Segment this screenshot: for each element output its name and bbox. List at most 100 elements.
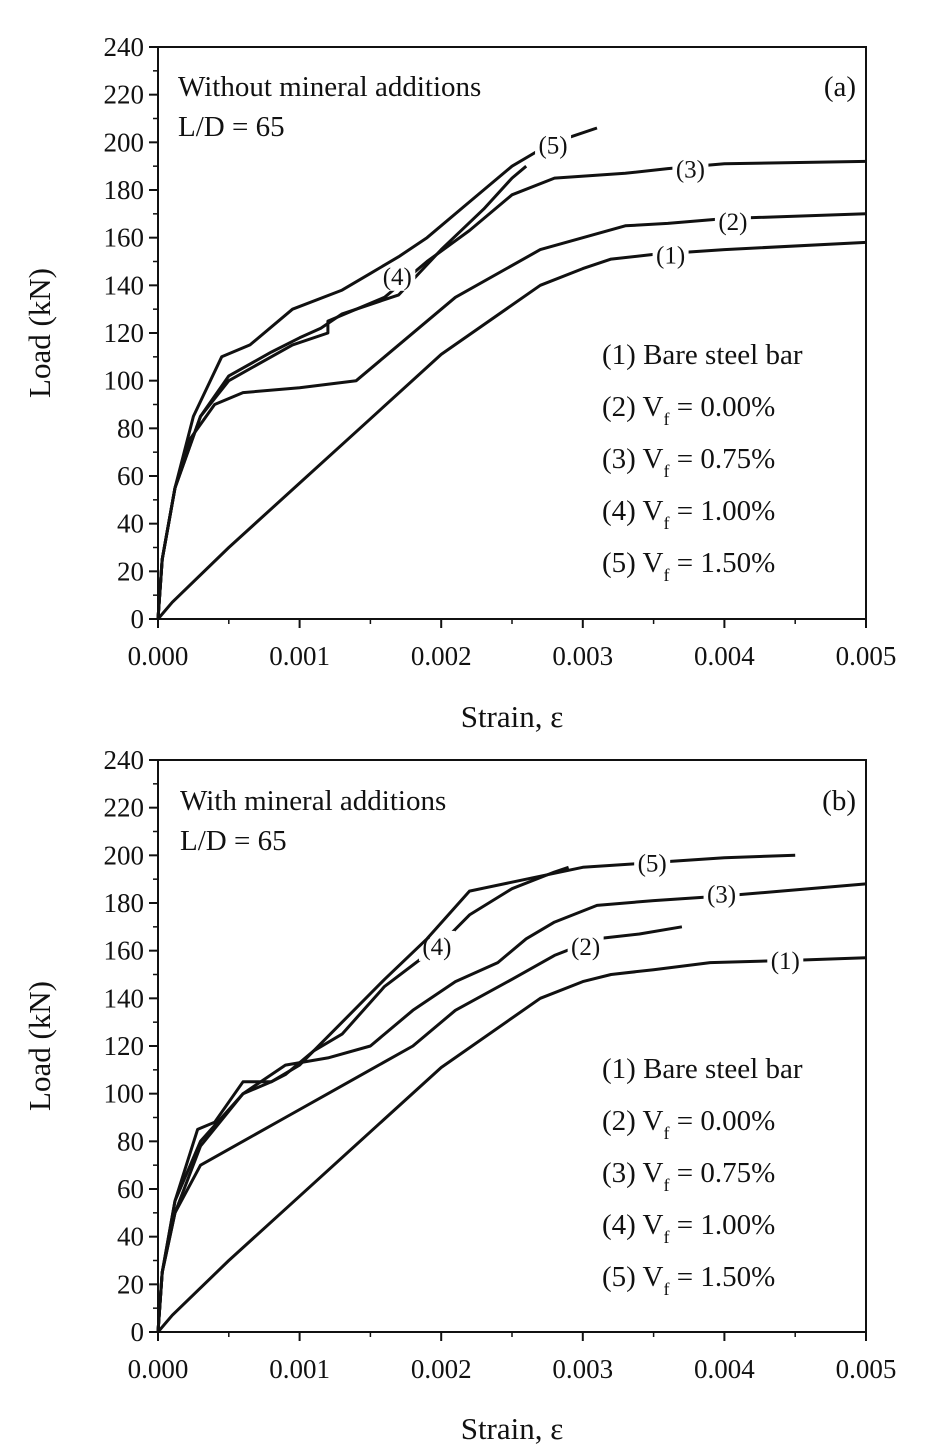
legend-entry-subscript: f: [663, 1279, 669, 1299]
series-tag-backdrop: [714, 205, 751, 236]
series-tag-5: (5): [538, 133, 567, 160]
legend-entry-value: = 0.75%: [669, 443, 775, 475]
y-tick-label: 0: [131, 1317, 145, 1347]
y-tick-label: 100: [104, 1079, 145, 1109]
y-tick-label: 140: [104, 270, 145, 300]
x-tick-label: 0.002: [411, 641, 472, 671]
y-tick-label: 60: [117, 461, 144, 491]
series-line-5: [156, 126, 598, 620]
legend-entry-1: (1) Bare steel bar: [602, 339, 803, 371]
x-tick-label: 0.000: [128, 641, 189, 671]
series-line-4: [156, 865, 570, 1333]
chart-panel-b: 0 20 40 60 80 100 120 140 160 180 200 220 240 0.000 0.…: [22, 745, 896, 1446]
y-tick-label: 120: [104, 318, 145, 348]
panel-annotation: Without mineral additions: [178, 71, 481, 103]
y-tick-label: 220: [104, 80, 145, 110]
series-tag-backdrop: [535, 129, 572, 160]
legend-entry-5: (5) Vf = 1.50%: [602, 547, 775, 585]
legend-entry-value: = 1.50%: [669, 547, 775, 579]
y-tick-label: 240: [104, 32, 145, 62]
legend-entry-value: = 1.00%: [669, 1209, 775, 1241]
x-tick-label: 0.004: [694, 1354, 755, 1384]
legend-entry-subscript: f: [663, 409, 669, 429]
panel-annotation: With mineral additions: [180, 785, 446, 817]
legend-entry-subscript: f: [663, 1175, 669, 1195]
legend-entry-label: (2) V: [602, 391, 664, 423]
series-tag-backdrop: [767, 945, 804, 976]
x-tick-label: 0.004: [694, 641, 755, 671]
legend-entry-value: = 0.00%: [669, 1105, 775, 1137]
x-tick-label: 0.005: [836, 1354, 897, 1384]
y-tick-label: 80: [117, 1126, 144, 1156]
legend-entry-3: (3) Vf = 0.75%: [602, 443, 775, 481]
legend-entry-label: (1) Bare steel bar: [602, 339, 803, 371]
legend-entry-subscript: f: [663, 565, 669, 585]
legend-entry-value: = 0.75%: [669, 1157, 775, 1189]
panel-label: (b): [822, 785, 856, 817]
legend-entry-label: (4) V: [602, 1209, 664, 1241]
x-tick-label: 0.005: [836, 641, 897, 671]
x-tick-label: 0.001: [269, 1354, 330, 1384]
x-tick-label: 0.003: [552, 1354, 613, 1384]
x-tick-label: 0.003: [552, 641, 613, 671]
y-tick-label: 180: [104, 888, 145, 918]
legend-entry-subscript: f: [663, 461, 669, 481]
y-tick-label: 140: [104, 983, 145, 1013]
chart-panel-a: 0 20 40 60 80 100 120 140 160 180 200 220 240 0.000 0.…: [22, 32, 896, 734]
legend-entry-value: = 1.00%: [669, 495, 775, 527]
legend-entry-label: (1) Bare steel bar: [602, 1053, 803, 1085]
series-tag-backdrop: [567, 930, 604, 961]
y-tick-label: 200: [104, 840, 145, 870]
panel-annotation: L/D = 65: [178, 111, 285, 143]
y-tick-label: 160: [104, 936, 145, 966]
y-tick-label: 80: [117, 413, 144, 443]
y-tick-label: 240: [104, 745, 145, 775]
x-tick-label: 0.002: [411, 1354, 472, 1384]
series-tag-3: (3): [707, 881, 736, 908]
series-line-1: [156, 956, 867, 1333]
legend-entry-label: (4) V: [602, 495, 664, 527]
y-tick-label: 20: [117, 1269, 144, 1299]
y-tick-label: 60: [117, 1174, 144, 1204]
legend-entry-subscript: f: [663, 1123, 669, 1143]
series-tag-backdrop: [418, 930, 455, 961]
y-tick-label: 0: [131, 604, 145, 634]
legend-entry-4: (4) Vf = 1.00%: [602, 1209, 775, 1247]
x-axis-title: Strain, ε: [461, 1411, 564, 1446]
legend-entry-2: (2) Vf = 0.00%: [602, 1105, 775, 1143]
legend-entry-4: (4) Vf = 1.00%: [602, 495, 775, 533]
x-axis-title: Strain, ε: [461, 699, 564, 734]
legend-entry-label: (2) V: [602, 1105, 664, 1137]
y-axis-title: Load (kN): [22, 981, 57, 1111]
panel-label: (a): [824, 71, 856, 103]
legend-entry-1: (1) Bare steel bar: [602, 1053, 803, 1085]
x-tick-label: 0.001: [269, 641, 330, 671]
legend-entry-label: (3) V: [602, 1157, 664, 1189]
y-tick-label: 100: [104, 366, 145, 396]
series-tag-2: (2): [718, 209, 747, 236]
y-tick-label: 200: [104, 127, 145, 157]
y-tick-label: 220: [104, 793, 145, 823]
series-line-3: [156, 882, 867, 1333]
legend-entry-3: (3) Vf = 0.75%: [602, 1157, 775, 1195]
y-axis-title: Load (kN): [22, 268, 57, 398]
legend-entry-5: (5) Vf = 1.50%: [602, 1261, 775, 1299]
y-tick-label: 180: [104, 175, 145, 205]
series-tag-3: (3): [676, 157, 705, 184]
panel-annotation: L/D = 65: [180, 825, 287, 857]
legend-entry-label: (5) V: [602, 547, 664, 579]
legend-entry-subscript: f: [663, 1227, 669, 1247]
series-tag-2: (2): [571, 934, 600, 961]
series-tag-backdrop: [703, 878, 740, 909]
series-tag-1: (1): [656, 242, 685, 269]
series-tag-backdrop: [652, 239, 689, 270]
legend-entry-value: = 1.50%: [669, 1261, 775, 1293]
series-tag-backdrop: [672, 153, 709, 184]
legend-entry-2: (2) Vf = 0.00%: [602, 391, 775, 429]
series-tag-backdrop: [634, 847, 671, 878]
legend-entry-label: (5) V: [602, 1261, 664, 1293]
legend-entry-subscript: f: [663, 513, 669, 533]
legend-entry-label: (3) V: [602, 443, 664, 475]
y-tick-label: 160: [104, 223, 145, 253]
